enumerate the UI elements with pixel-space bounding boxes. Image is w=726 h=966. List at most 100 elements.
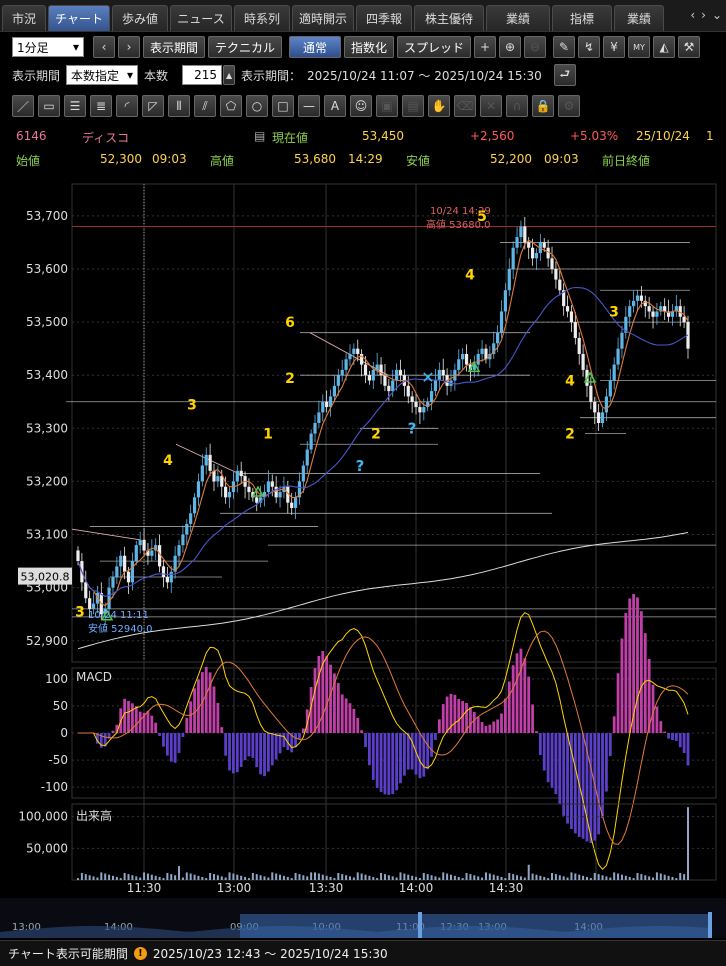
chevron-left-icon[interactable]: ‹: [690, 8, 696, 22]
volume-bar: [446, 873, 449, 880]
normal-button[interactable]: 通常: [289, 36, 342, 58]
my-icon[interactable]: MY: [628, 36, 651, 58]
pencil-icon[interactable]: ✎: [553, 36, 576, 58]
hlines-icon[interactable]: ☰: [64, 95, 86, 117]
volume-bar: [139, 877, 142, 880]
candle-body: [616, 348, 620, 365]
volume-bar: [601, 875, 604, 880]
chevron-right-icon[interactable]: ›: [701, 8, 706, 22]
index-button[interactable]: 指数化: [344, 36, 395, 58]
copy-icon[interactable]: ▣: [376, 95, 398, 117]
prev-button[interactable]: ‹: [93, 36, 115, 58]
technical-button[interactable]: テクニカル: [208, 36, 283, 58]
tab-8[interactable]: 業績: [486, 5, 550, 31]
candle-body: [255, 497, 259, 503]
volume-bar: [644, 875, 647, 880]
candle-body: [464, 353, 469, 365]
tab-10[interactable]: 業績: [614, 5, 664, 31]
period-mode-value: 本数指定: [71, 68, 120, 83]
chevron-down-icon[interactable]: ⌄: [711, 8, 722, 22]
tab-scroll: ‹ › ⌄: [690, 8, 722, 22]
volume-bar: [449, 874, 452, 880]
zoom-in-icon[interactable]: ⊕: [499, 36, 522, 58]
text-tool-icon[interactable]: A: [324, 95, 346, 117]
navigator-handle-left[interactable]: [418, 912, 422, 938]
volume-bar: [170, 874, 173, 880]
candle-body: [530, 247, 535, 259]
circle-icon[interactable]: ○: [246, 95, 268, 117]
navigator-handle-right[interactable]: [708, 912, 712, 938]
vlines-icon[interactable]: ⦀: [168, 95, 190, 117]
macd-histogram-bar: [430, 733, 433, 757]
macd-histogram-bar: [352, 708, 356, 733]
lock-icon[interactable]: 🔒: [532, 95, 554, 117]
magnet-icon[interactable]: ∩: [506, 95, 528, 117]
display-period-button[interactable]: 表示期間: [143, 36, 206, 58]
pentagon-icon[interactable]: ⬠: [220, 95, 242, 117]
fib-icon[interactable]: ≣: [90, 95, 112, 117]
tab-1[interactable]: チャート: [48, 5, 110, 31]
buy-signal-icon: [100, 609, 114, 621]
macd-histogram-bar: [461, 701, 465, 733]
macd-histogram-bar: [216, 702, 220, 733]
volume-bar: [597, 874, 600, 880]
tab-5[interactable]: 適時開示: [292, 5, 354, 31]
interval-select[interactable]: 1分足 ▾: [12, 37, 84, 57]
ruler-icon[interactable]: ▭: [38, 95, 60, 117]
volume-bar: [290, 878, 293, 880]
eraser-icon[interactable]: ⌫: [454, 95, 476, 117]
fan-icon[interactable]: ◸: [142, 95, 164, 117]
macd-histogram-bar: [146, 710, 150, 733]
hand-icon[interactable]: ✋: [428, 95, 450, 117]
wrench-icon[interactable]: ⚒: [678, 36, 701, 58]
pitchfork-icon[interactable]: ⫽: [194, 95, 216, 117]
tab-9[interactable]: 指標: [552, 5, 612, 31]
period-mode-select[interactable]: 本数指定 ▾: [66, 65, 139, 85]
tab-7[interactable]: 株主優待: [414, 5, 484, 31]
settings-icon[interactable]: ⚙: [558, 95, 580, 117]
spread-button[interactable]: スプレッド: [397, 36, 472, 58]
yen-icon[interactable]: ¥: [603, 36, 626, 58]
return-icon[interactable]: ⮐: [553, 64, 576, 86]
line-tool-icon[interactable]: ／: [12, 95, 34, 117]
paste-icon[interactable]: ▤: [402, 95, 424, 117]
quote-time: 1: [706, 129, 714, 143]
icon-stamp-icon[interactable]: ☺: [350, 95, 372, 117]
volume-bar: [212, 874, 215, 880]
tab-4[interactable]: 時系列: [234, 5, 290, 31]
tab-2[interactable]: 歩み値: [112, 5, 168, 31]
tab-3[interactable]: ニュース: [170, 5, 232, 31]
volume-bar: [131, 875, 134, 880]
tab-0[interactable]: 市況: [2, 5, 46, 31]
trend-icon[interactable]: ↯: [578, 36, 601, 58]
area-chart-icon[interactable]: ◭: [653, 36, 676, 58]
count-stepper[interactable]: ▲: [223, 65, 236, 85]
volume-bar: [484, 872, 487, 880]
tab-6[interactable]: 四季報: [356, 5, 412, 31]
candle-body: [313, 423, 317, 434]
macd-histogram-bar: [344, 698, 348, 733]
eraser-all-icon[interactable]: ✕: [480, 95, 502, 117]
zoom-out-icon[interactable]: ⊖: [524, 36, 547, 58]
count-input[interactable]: 215: [182, 65, 223, 85]
volume-bar: [411, 875, 414, 880]
rect-icon[interactable]: □: [272, 95, 294, 117]
candle-body: [196, 481, 201, 498]
next-button[interactable]: ›: [118, 36, 140, 58]
volume-bar: [321, 874, 324, 880]
macd-histogram-bar: [181, 733, 185, 738]
navigator-window[interactable]: [240, 914, 712, 938]
macd-histogram-bar: [150, 715, 154, 733]
wave-label: 6: [285, 315, 295, 331]
macd-panel: 100 50 0 -50 -100 MACD: [41, 593, 717, 871]
plus-icon[interactable]: +: [474, 36, 497, 58]
macd-histogram-bar: [115, 724, 119, 733]
hline-icon[interactable]: —: [298, 95, 320, 117]
arc-icon[interactable]: ◜: [116, 95, 138, 117]
volume-bar: [500, 876, 503, 880]
candle-body: [527, 242, 531, 248]
macd-histogram-bar: [651, 684, 655, 733]
candle-body: [558, 279, 562, 291]
